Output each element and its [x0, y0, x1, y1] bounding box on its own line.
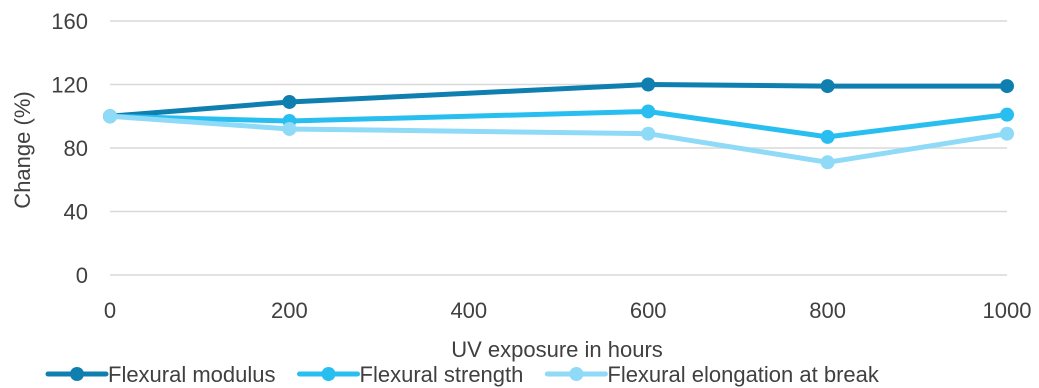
x-tick-label: 600 — [630, 298, 667, 323]
gridlines — [110, 20, 1007, 276]
legend-item: Flexural elongation at break — [544, 362, 880, 387]
data-point — [282, 121, 297, 136]
series-group — [103, 77, 1014, 170]
legend-label: Flexural elongation at break — [607, 362, 879, 387]
x-axis-ticks: 0 200 400 600 800 1000 — [104, 298, 1032, 323]
x-tick-label: 1000 — [983, 298, 1032, 323]
x-tick-label: 800 — [809, 298, 846, 323]
legend-item: Flexural modulus — [45, 362, 276, 387]
legend-dot-marker — [569, 367, 584, 381]
data-point — [1000, 107, 1014, 122]
y-tick-label: 40 — [64, 200, 88, 225]
series-3 — [103, 109, 1014, 170]
data-point — [641, 104, 656, 119]
legend-label: Flexural modulus — [108, 362, 276, 387]
data-point — [282, 94, 297, 109]
data-point — [1000, 79, 1014, 94]
legend-dot-marker — [70, 367, 84, 381]
data-point — [820, 155, 835, 170]
data-point — [820, 129, 835, 144]
y-tick-label: 80 — [64, 136, 88, 161]
y-tick-label: 0 — [76, 263, 88, 288]
x-tick-label: 0 — [104, 298, 116, 323]
legend: Flexural modulus Flexural strength Flexura… — [45, 362, 880, 387]
y-tick-label: 120 — [51, 73, 88, 98]
data-point — [641, 126, 656, 141]
x-tick-label: 200 — [271, 298, 308, 323]
data-point — [103, 109, 117, 124]
x-axis-title: UV exposure in hours — [451, 337, 663, 362]
series-1 — [103, 77, 1014, 124]
series-line — [107, 113, 1010, 165]
y-tick-label: 160 — [51, 9, 88, 34]
data-point — [1000, 126, 1014, 141]
y-axis-ticks: 0 40 80 120 160 — [51, 9, 88, 288]
legend-label: Flexural strength — [360, 362, 524, 387]
y-axis-title: Change (%) — [10, 91, 35, 208]
x-tick-label: 400 — [450, 298, 487, 323]
data-point — [641, 77, 656, 92]
legend-item: Flexural strength — [297, 362, 524, 387]
data-point — [820, 79, 835, 94]
legend-dot-marker — [321, 367, 336, 381]
